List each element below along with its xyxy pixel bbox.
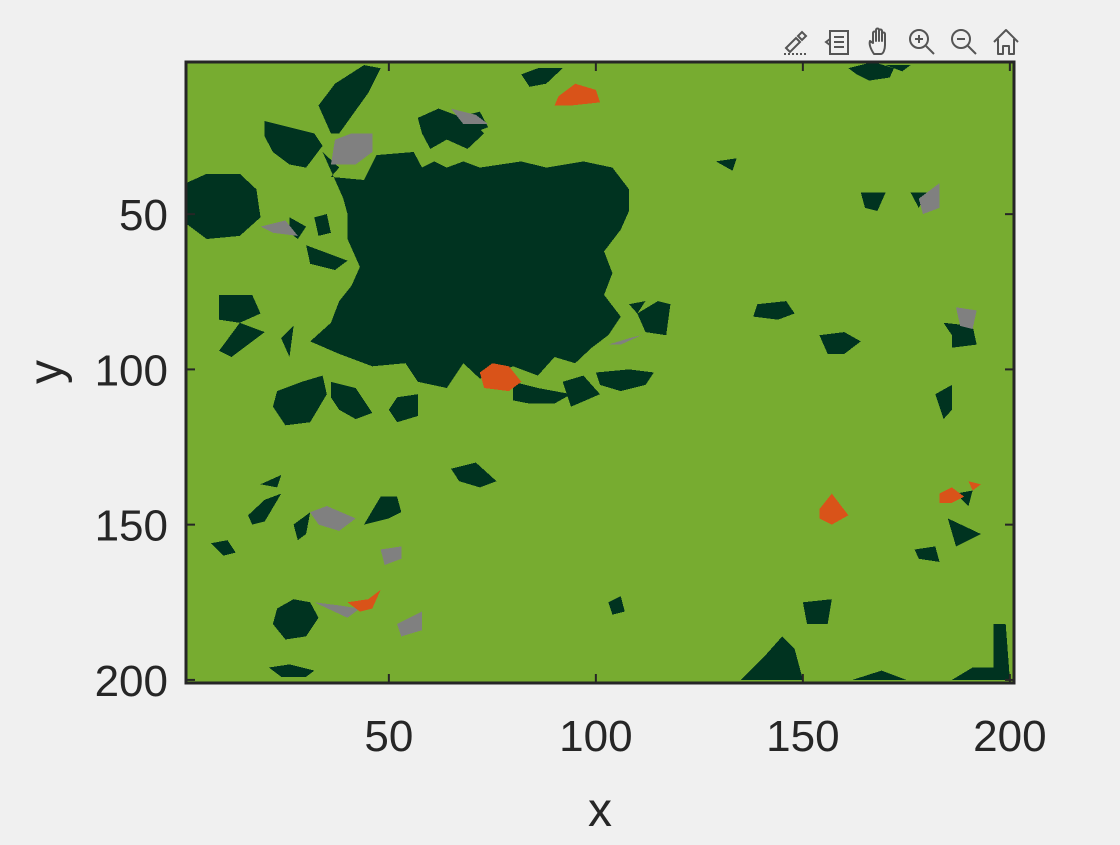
- heatmap-patch-dark: [186, 173, 261, 239]
- pan-hand-icon: [868, 27, 886, 55]
- heatmap-patch-dark: [885, 65, 911, 72]
- heatmap-patch-grey: [330, 133, 373, 165]
- heatmap-patch-dark: [562, 375, 600, 407]
- y-tick-label: 150: [95, 502, 168, 551]
- heatmap-patch-orange: [819, 493, 849, 525]
- y-tick-label: 50: [119, 191, 168, 240]
- heatmap-patch-dark: [753, 301, 795, 320]
- heatmap-patch-orange: [554, 83, 600, 106]
- zoom-out-button[interactable]: [944, 24, 984, 60]
- heatmap-patch-dark: [740, 636, 803, 680]
- heatmap-patch-dark: [219, 322, 265, 357]
- heatmap-patch-dark: [281, 325, 294, 357]
- heatmap-patch-dark: [330, 381, 373, 420]
- datatip-button[interactable]: [818, 24, 858, 60]
- heatmap-patch-grey: [314, 602, 360, 618]
- heatmap-patch-dark: [848, 62, 894, 81]
- heatmap-patch-dark: [364, 496, 402, 525]
- x-tick-label: 200: [973, 712, 1046, 761]
- home-button[interactable]: [986, 24, 1026, 60]
- heatmap-patch-orange: [968, 481, 981, 491]
- y-tick-label: 200: [95, 657, 168, 706]
- heatmap-patch-dark: [210, 540, 236, 556]
- heatmap-patch-dark: [914, 546, 940, 562]
- datatip-icon: [824, 30, 849, 55]
- heatmap-patch-dark: [451, 462, 497, 488]
- axes-toolbar: [776, 24, 1026, 60]
- heatmap-patch-dark: [947, 518, 981, 547]
- heatmap-patch-grey: [451, 108, 489, 125]
- brush-icon: [784, 30, 808, 55]
- x-tick-label: 150: [766, 712, 839, 761]
- heatmap-patch-dark: [943, 322, 977, 348]
- heatmap-patch-dark: [629, 301, 646, 314]
- plot-area[interactable]: [186, 62, 1014, 683]
- heatmap-patch-dark: [264, 121, 323, 168]
- heatmap-patch-dark: [318, 65, 381, 134]
- heatmap-patch-dark: [314, 214, 331, 236]
- heatmap-patch-dark: [860, 192, 886, 211]
- zoom-out-icon: [951, 29, 977, 55]
- heatmap-patch-dark: [608, 596, 625, 615]
- zoom-in-icon: [909, 29, 935, 55]
- heatmap-patch-grey: [260, 220, 298, 236]
- pan-button[interactable]: [860, 24, 900, 60]
- x-tick-label: 50: [364, 712, 413, 761]
- home-icon: [993, 29, 1019, 55]
- heatmap-patch-dark: [306, 245, 348, 270]
- heatmap-patch-dark: [951, 624, 1010, 680]
- heatmap-patch-grey: [397, 611, 422, 637]
- heatmap-patch-dark: [852, 670, 907, 680]
- heatmap-patch-dark: [595, 369, 654, 392]
- y-axis: 50 100 150 200: [95, 191, 1014, 706]
- axes-box: [184, 60, 1016, 685]
- heatmap-patch-dark: [310, 152, 629, 388]
- heatmap-patch-dark: [219, 294, 261, 323]
- heatmap-patch-orange: [479, 363, 522, 392]
- heatmap-patch-grey: [608, 335, 642, 345]
- heatmap-patch-dark: [521, 68, 563, 87]
- heatmap-patch-dark: [802, 599, 832, 624]
- heatmap-patch-dark: [935, 384, 952, 420]
- heatmap-patch-dark: [272, 375, 327, 426]
- heatmap-patch-dark: [637, 301, 671, 336]
- heatmap-patch-grey: [956, 307, 977, 329]
- heatmap-patch-dark: [819, 332, 861, 354]
- heatmap-patch-dark: [260, 475, 282, 488]
- heatmap-patch-dark: [272, 599, 319, 640]
- heatmap-patch-grey: [380, 546, 402, 565]
- heatmap-patch-dark: [513, 381, 571, 404]
- heatmap-patch-dark: [293, 512, 311, 541]
- y-axis-label: y: [20, 360, 73, 384]
- zoom-in-button[interactable]: [902, 24, 942, 60]
- heatmap-patch-dark: [268, 664, 315, 677]
- heatmap-patch-grey: [918, 183, 940, 215]
- x-axis: 50 100 150 200: [364, 62, 1047, 761]
- heatmap-patch-orange: [347, 589, 381, 612]
- brush-button[interactable]: [776, 24, 816, 60]
- heatmap-patch-grey: [310, 506, 356, 531]
- x-tick-label: 100: [559, 712, 632, 761]
- heatmap-patch-dark: [715, 158, 737, 171]
- heatmap-patch-dark: [248, 493, 282, 525]
- x-axis-label: x: [588, 784, 612, 837]
- heatmap-patch-dark: [417, 108, 485, 149]
- y-tick-label: 100: [95, 346, 168, 395]
- heatmap-patch-dark: [388, 394, 418, 423]
- heatmap-patch-orange: [939, 487, 965, 503]
